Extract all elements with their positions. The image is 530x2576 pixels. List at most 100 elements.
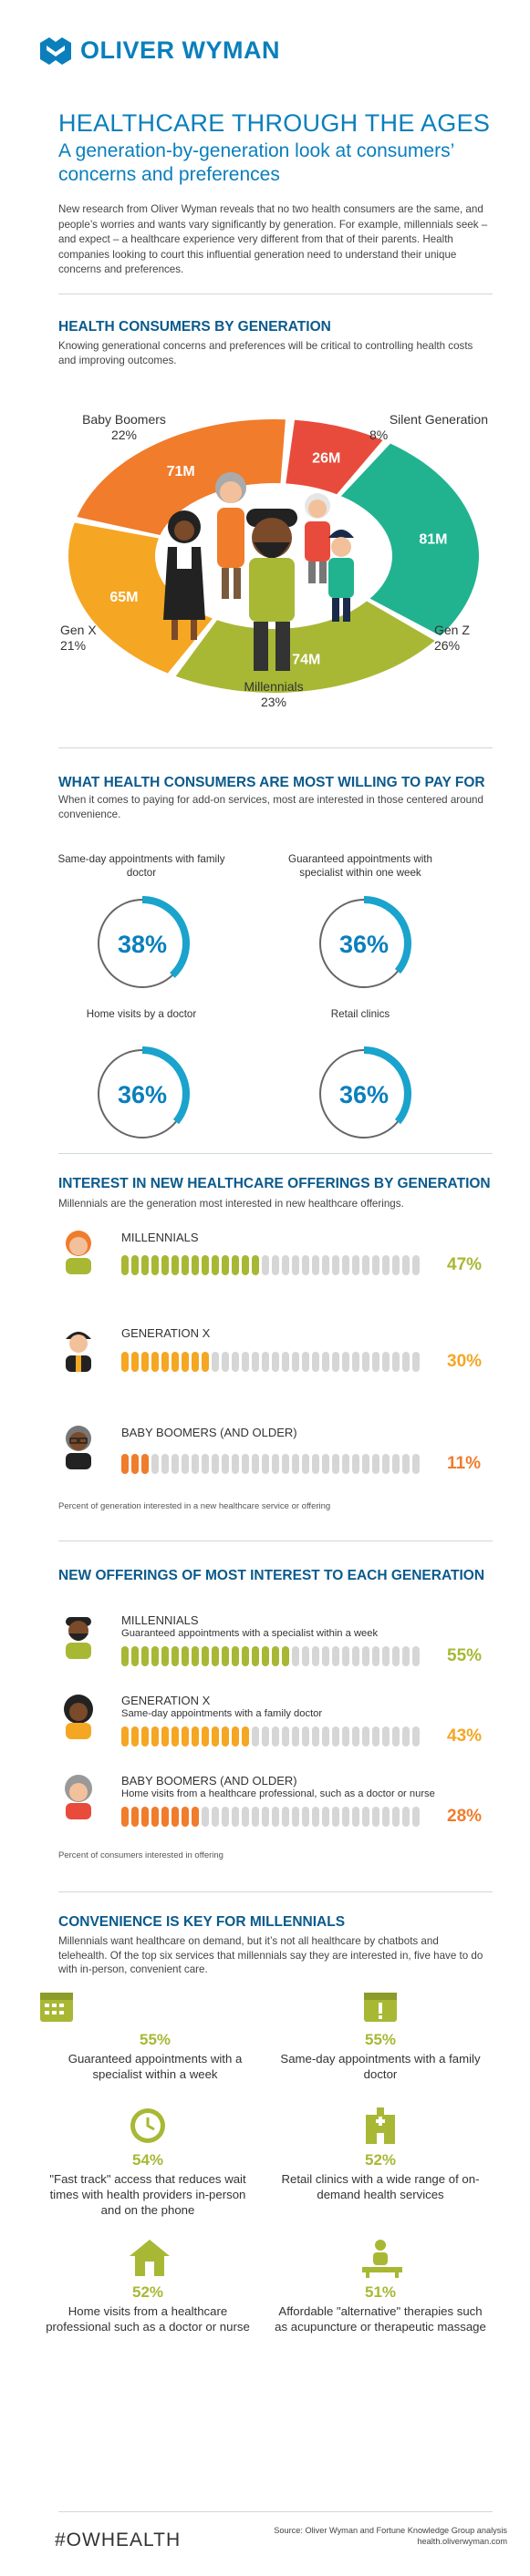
avatar-gen-x-man-icon: [60, 1326, 97, 1376]
offering-bar-gen-x: [121, 1726, 420, 1747]
bar-segment: [161, 1807, 169, 1827]
house-icon: [130, 2240, 170, 2276]
divider: [58, 2511, 493, 2512]
bar-segment: [141, 1807, 149, 1827]
bar-segment: [131, 1352, 139, 1372]
offering-value-millennials: 55%: [447, 1646, 483, 1665]
bar-segment: [362, 1454, 369, 1474]
bar-segment: [242, 1454, 249, 1474]
bar-segment: [272, 1726, 279, 1747]
interest-value-boomers: 11%: [447, 1454, 481, 1473]
bar-segment: [312, 1646, 319, 1666]
bar-segment: [392, 1807, 400, 1827]
ring-segment-2: [175, 601, 435, 693]
convenience-value: 54%: [131, 2151, 164, 2169]
bar-segment: [412, 1454, 420, 1474]
bar-segment: [362, 1255, 369, 1275]
wtp-label-same-day: Same-day appointments with family doctor: [57, 853, 225, 879]
bar-segment: [192, 1807, 199, 1827]
bar-segment: [242, 1807, 249, 1827]
convenience-item: [360, 2238, 404, 2282]
bar-segment: [372, 1352, 379, 1372]
bar-segment: [272, 1255, 279, 1275]
convenience-label: Home visits from a healthcare profession…: [46, 2304, 250, 2334]
bar-segment: [222, 1454, 229, 1474]
bar-segment: [382, 1352, 390, 1372]
convenience-label: Same-day appointments with a family doct…: [280, 2052, 481, 2081]
bar-segment: [202, 1726, 209, 1747]
bar-segment: [232, 1255, 239, 1275]
bar-segment: [212, 1454, 219, 1474]
bar-segment: [131, 1255, 139, 1275]
silent-generation-man-icon: [305, 493, 330, 583]
bar-segment: [292, 1807, 299, 1827]
bar-segment: [121, 1255, 129, 1275]
bar-segment: [352, 1807, 359, 1827]
bar-segment: [141, 1454, 149, 1474]
bar-segment: [382, 1807, 390, 1827]
bar-segment: [322, 1646, 329, 1666]
donut-value: 38%: [118, 931, 167, 958]
bar-segment: [412, 1807, 420, 1827]
willing-donut-charts: 38% 36% 36% 36%: [98, 896, 411, 1139]
bar-segment: [372, 1726, 379, 1747]
bar-segment: [182, 1646, 189, 1666]
bar-segment: [412, 1646, 420, 1666]
ring-count-label: 71M: [167, 464, 195, 479]
bar-segment: [262, 1726, 269, 1747]
bar-segment: [332, 1646, 339, 1666]
divider: [58, 1891, 493, 1892]
bar-segment: [242, 1726, 249, 1747]
clinic-icon: [366, 2107, 395, 2144]
convenience-item: [128, 2238, 171, 2282]
bar-segment: [202, 1352, 209, 1372]
bar-segment: [342, 1352, 349, 1372]
bar-segment: [302, 1646, 309, 1666]
bar-segment: [322, 1255, 329, 1275]
donut-arc: [141, 896, 190, 978]
bar-segment: [222, 1352, 229, 1372]
wtp-label-retail: Retail clinics: [330, 1008, 390, 1020]
ring-count-label: 65M: [109, 590, 138, 605]
bar-segment: [292, 1646, 299, 1666]
bar-segment: [202, 1255, 209, 1275]
bar-segment: [352, 1726, 359, 1747]
avatar-gen-x-woman-icon: [60, 1694, 97, 1744]
bar-segment: [392, 1726, 400, 1747]
bar-segment: [372, 1255, 379, 1275]
bar-segment: [131, 1807, 139, 1827]
interest-bar-millennials: [121, 1255, 420, 1275]
bar-segment: [222, 1255, 229, 1275]
bar-segment: [332, 1807, 339, 1827]
convenience-label: Guaranteed appointments with a specialis…: [68, 2052, 243, 2081]
bar-segment: [282, 1807, 289, 1827]
wtp-label-home-visits: Home visits by a doctor: [86, 1008, 197, 1020]
ring-count-label: 74M: [292, 653, 320, 668]
bar-segment: [322, 1454, 329, 1474]
bar-segment: [362, 1807, 369, 1827]
interest-label-gen-x: GENERATION X: [121, 1326, 211, 1340]
label-gen-x: Gen X 21%: [60, 623, 97, 653]
offering-desc-gen-x: Same-day appointments with a family doct…: [121, 1708, 323, 1719]
bar-segment: [151, 1807, 159, 1827]
bar-segment: [292, 1726, 299, 1747]
bar-segment: [182, 1352, 189, 1372]
bar-segment: [161, 1255, 169, 1275]
bar-segment: [392, 1454, 400, 1474]
offering-desc-boomers: Home visits from a healthcare profession…: [121, 1788, 435, 1799]
bar-segment: [151, 1352, 159, 1372]
offering-bar-boomers: [121, 1807, 420, 1827]
bar-segment: [212, 1726, 219, 1747]
label-millennials: Millennials 23%: [244, 679, 304, 709]
source-note: Source: Oliver Wyman and Fortune Knowled…: [274, 2526, 507, 2546]
bar-segment: [342, 1454, 349, 1474]
bar-segment: [182, 1807, 189, 1827]
bar-segment: [322, 1807, 329, 1827]
interest-label-boomers: BABY BOOMERS (AND OLDER): [121, 1426, 297, 1439]
bar-segment: [362, 1352, 369, 1372]
bar-segment: [141, 1646, 149, 1666]
convenience-item: [128, 2106, 168, 2150]
bar-segment: [232, 1352, 239, 1372]
bar-segment: [282, 1454, 289, 1474]
bar-segment: [262, 1454, 269, 1474]
